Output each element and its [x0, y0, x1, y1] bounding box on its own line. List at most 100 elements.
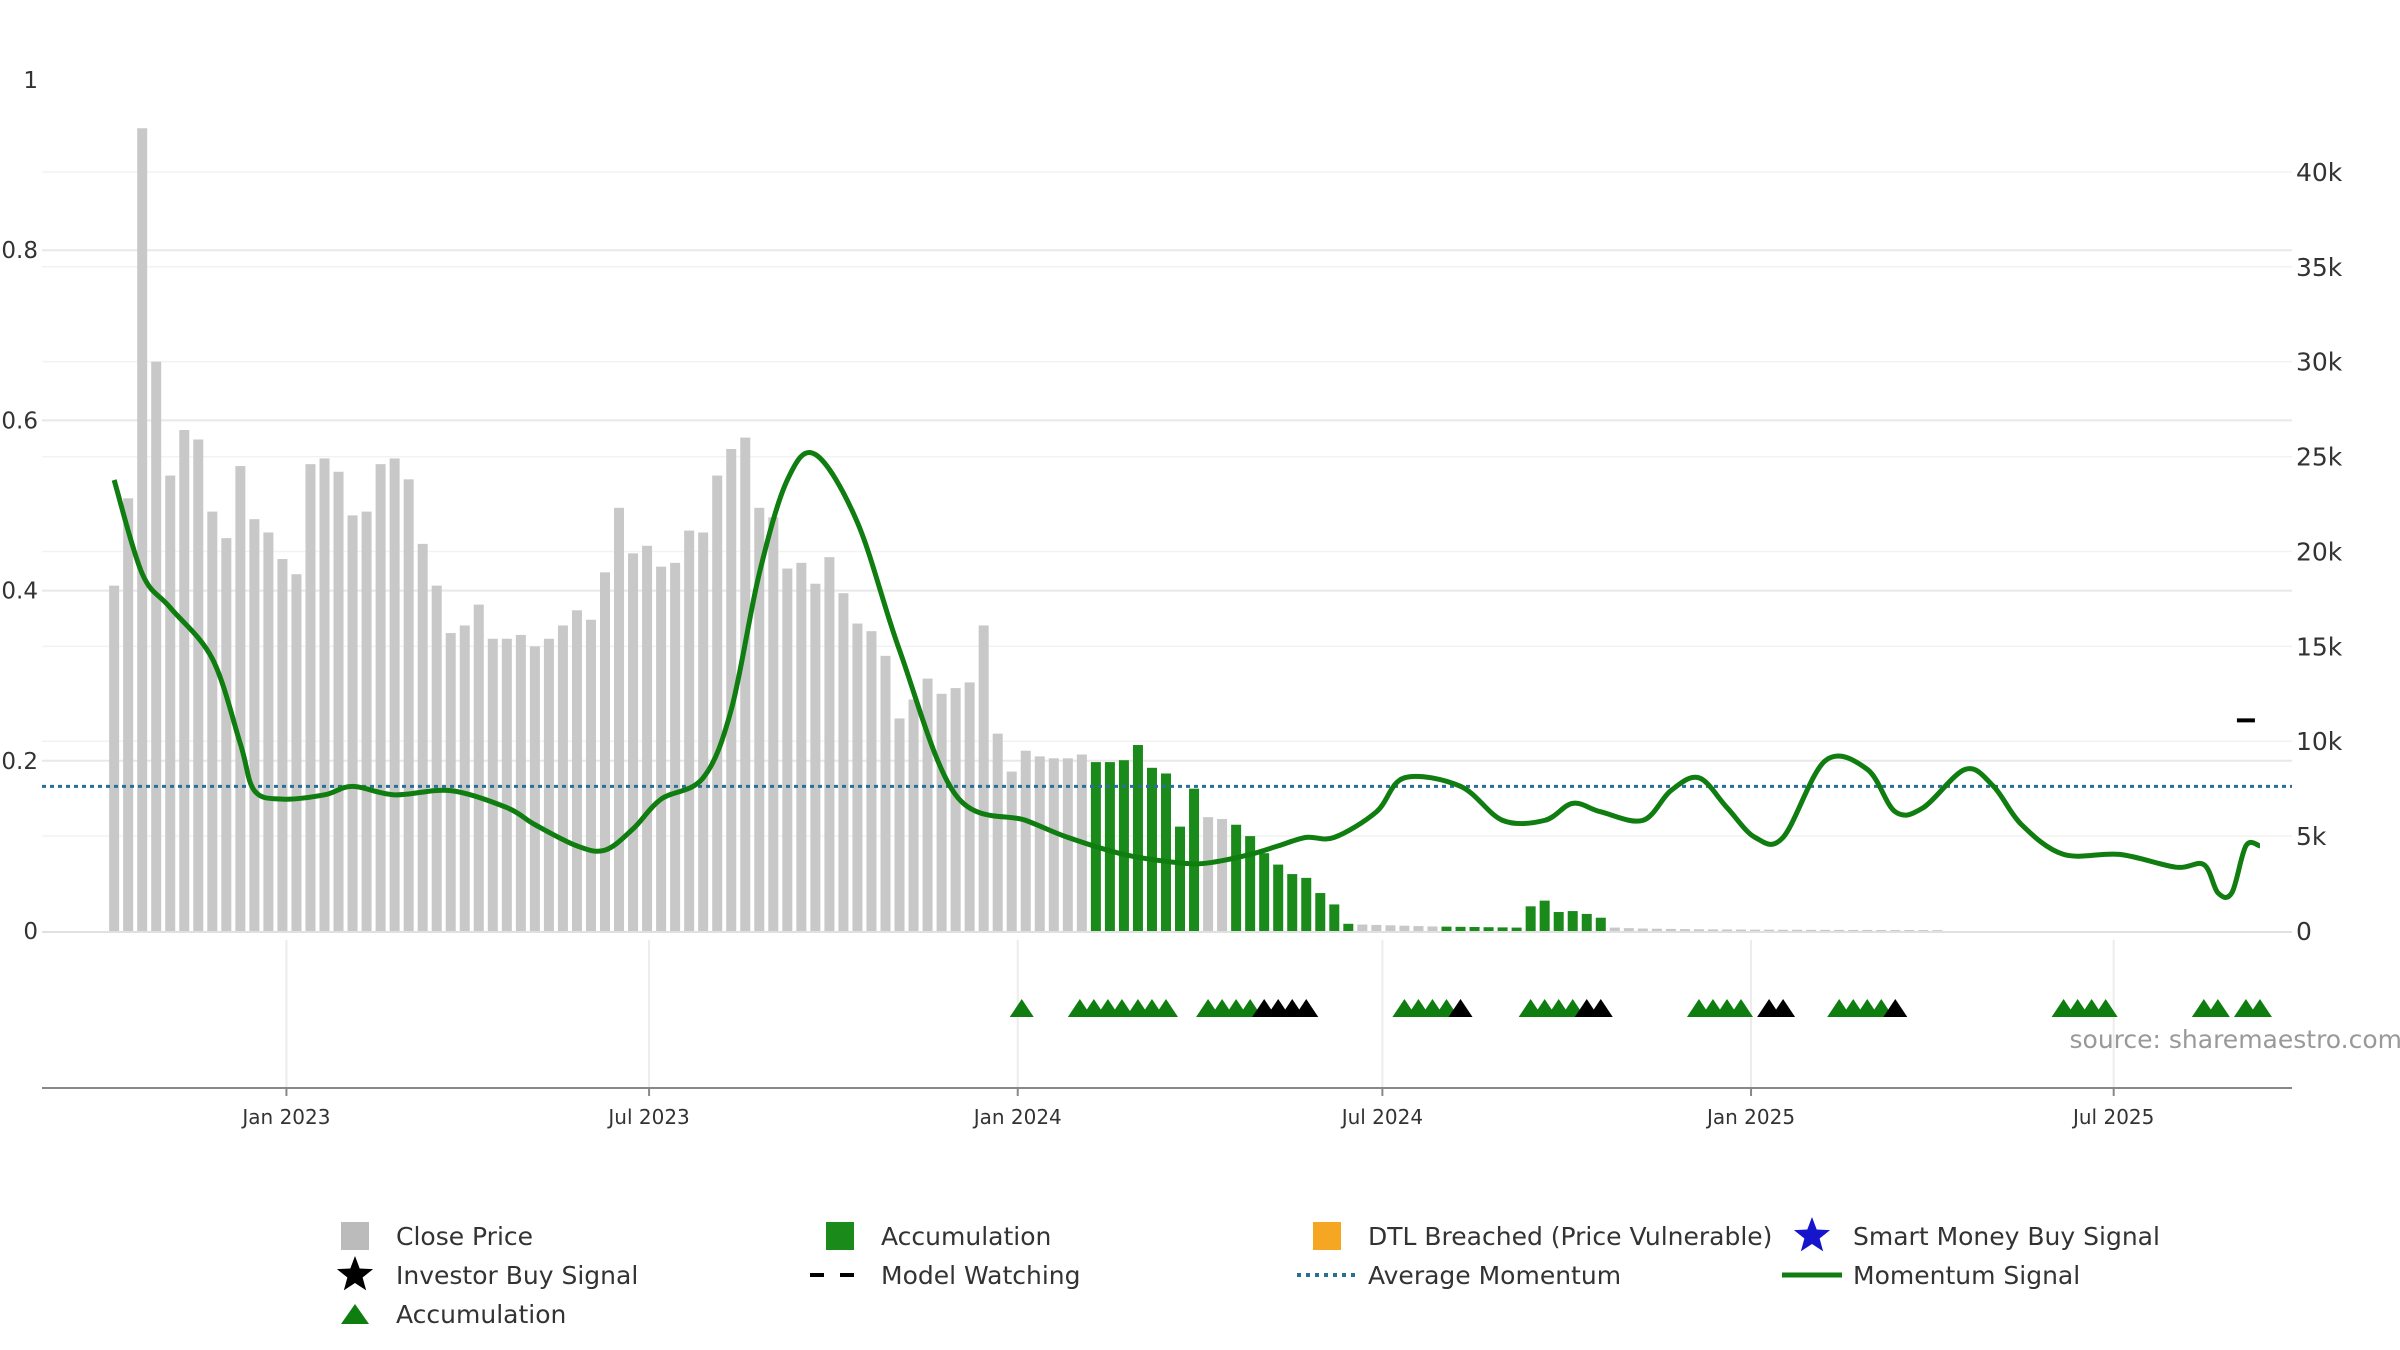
accumulation-bar: [1287, 874, 1298, 931]
right-tick-label: 20k: [2296, 537, 2343, 566]
accumulation-signal: [1153, 999, 1178, 1017]
right-tick-label: 25k: [2296, 443, 2343, 472]
accumulation-bar: [1132, 745, 1143, 931]
close-price-bar: [684, 530, 695, 931]
close-price-bar: [305, 464, 316, 931]
close-price-bar: [1609, 927, 1620, 931]
right-tick-label: 35k: [2296, 253, 2343, 282]
close-price-bar: [1820, 929, 1831, 932]
investor-buy-signal: [1294, 999, 1319, 1017]
close-price-bar: [123, 498, 134, 931]
triangle-icon: [341, 1304, 369, 1324]
close-price-bar: [922, 678, 933, 931]
close-price-bar: [557, 625, 568, 931]
close-price-bar: [1665, 928, 1676, 931]
right-tick-label: 40k: [2296, 158, 2343, 187]
legend-item: Close Price: [341, 1222, 533, 1251]
close-price-bar: [585, 619, 596, 931]
close-price-bar: [698, 532, 709, 931]
legend-label: Investor Buy Signal: [396, 1261, 638, 1290]
accumulation-bar: [1104, 762, 1115, 931]
close-price-bar: [137, 128, 148, 932]
legend-swatch: [826, 1222, 854, 1250]
close-price-bar: [445, 633, 456, 931]
close-price-bar: [151, 361, 162, 931]
accumulation-bar: [1595, 917, 1606, 931]
legend-item: Model Watching: [810, 1261, 1081, 1290]
close-price-bar: [628, 553, 639, 931]
left-tick-label: 0.8: [1, 238, 38, 264]
signal-markers: [1009, 718, 2272, 1017]
close-price-bar: [473, 604, 484, 931]
legend: Close Price Accumulation DTL Breached (Pri…: [336, 1217, 2160, 1329]
close-price-bar: [1736, 929, 1747, 932]
accumulation-bar: [1315, 893, 1326, 931]
close-price-bar: [459, 625, 470, 931]
close-price-bar: [936, 693, 947, 931]
right-tick-label: 10k: [2296, 727, 2343, 756]
left-tick-label: 0.2: [1, 749, 38, 775]
close-price-bar: [1778, 929, 1789, 932]
close-price-bar: [193, 439, 204, 931]
legend-label: Close Price: [396, 1222, 533, 1251]
source-label: source: sharemaestro.com: [2070, 1025, 2400, 1054]
legend-label: Average Momentum: [1368, 1261, 1621, 1290]
accumulation-bar: [1525, 906, 1536, 931]
close-price-bar: [1707, 929, 1718, 931]
close-price-bar: [1034, 756, 1045, 931]
left-tick-label: 1: [23, 68, 38, 94]
close-price-bar: [838, 593, 849, 931]
legend-label: Accumulation: [396, 1300, 566, 1329]
left-tick-label: 0: [23, 919, 38, 945]
accumulation-bar: [1441, 926, 1452, 931]
close-price-bar: [571, 610, 582, 931]
close-price-bar: [908, 699, 919, 931]
close-price-bar: [389, 458, 400, 931]
close-price-bar: [1848, 929, 1859, 932]
close-price-bar: [347, 515, 358, 931]
close-price-bar: [179, 430, 190, 931]
accumulation-bar: [1455, 926, 1466, 931]
legend-item: Momentum Signal: [1782, 1261, 2080, 1290]
close-price-bar: [1651, 928, 1662, 931]
momentum-signal-line: [111, 450, 2261, 900]
axes: Jan 2023 Jul 2023 Jan 2024 Jul 2024 Jan 2025…: [1, 68, 2342, 1129]
close-price-bar: [263, 532, 274, 931]
accumulation-bar: [1511, 927, 1522, 931]
accumulation-signal: [2093, 999, 2118, 1017]
left-tick-label: 0.6: [1, 408, 38, 434]
legend-label: Smart Money Buy Signal: [1853, 1222, 2160, 1251]
accumulation-bar: [1343, 923, 1354, 931]
close-price-bar: [824, 557, 835, 931]
close-price-bar: [1217, 819, 1228, 931]
investor-buy-signal: [1448, 999, 1473, 1017]
accumulation-bar: [1329, 904, 1340, 931]
close-price-bar: [1399, 925, 1410, 931]
close-price-bar: [600, 572, 611, 931]
close-price-bar: [1679, 929, 1690, 931]
right-tick-label: 15k: [2296, 632, 2343, 661]
legend-item: Investor Buy Signal: [336, 1256, 638, 1291]
right-tick-label: 5k: [2296, 822, 2327, 851]
close-price-bar: [754, 507, 765, 931]
legend-item: Accumulation: [826, 1222, 1051, 1251]
close-price-bar: [221, 538, 232, 931]
accumulation-signal: [2205, 999, 2230, 1017]
star-icon: [336, 1256, 374, 1291]
close-price-bar: [1413, 926, 1424, 931]
close-price-bar: [656, 566, 667, 931]
legend-label: Accumulation: [881, 1222, 1051, 1251]
investor-buy-signal: [1771, 999, 1796, 1017]
accumulation-bar: [1567, 911, 1578, 931]
x-tick-label: Jan 2024: [972, 1105, 1062, 1129]
legend-item: Average Momentum: [1297, 1261, 1621, 1290]
close-price-bar: [1062, 758, 1073, 931]
close-price-bar: [319, 458, 330, 931]
close-price-bar: [712, 475, 723, 931]
legend-label: DTL Breached (Price Vulnerable): [1368, 1222, 1772, 1251]
accumulation-bar: [1146, 767, 1157, 931]
close-price-bar: [1427, 926, 1438, 931]
accumulation-bar: [1118, 760, 1129, 931]
close-price-bar: [950, 688, 961, 931]
accumulation-bar: [1301, 877, 1312, 931]
